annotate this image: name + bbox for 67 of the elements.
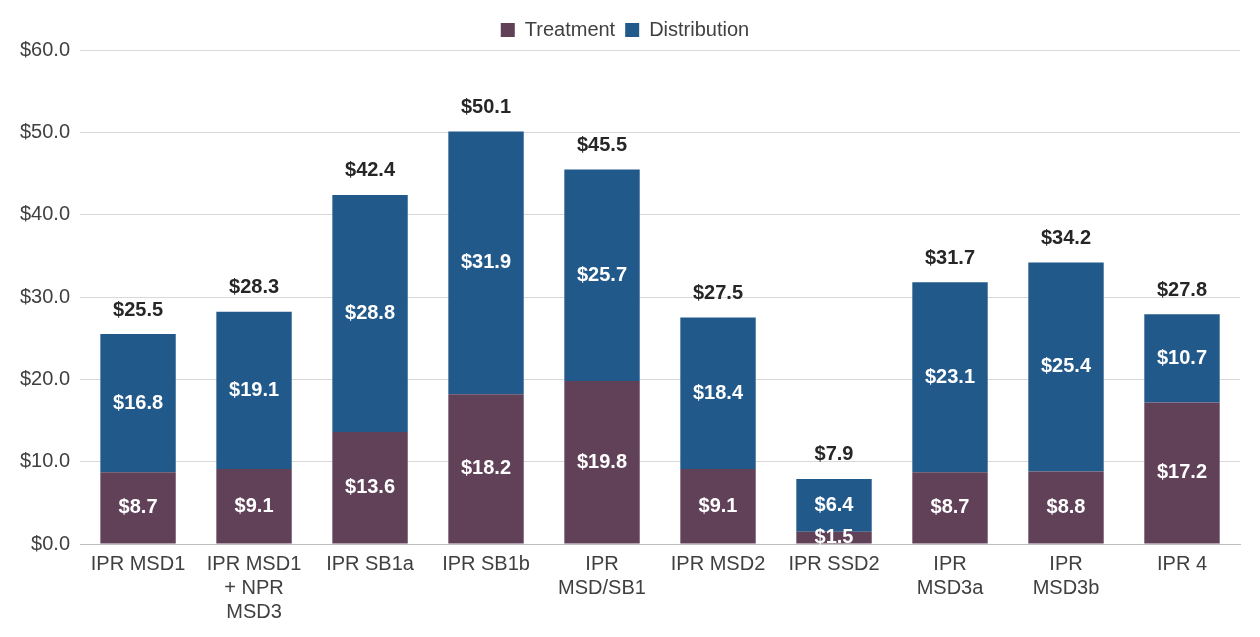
x-tick-label: IPR SSD2: [788, 551, 880, 574]
data-label: $8.8: [1046, 495, 1086, 518]
bar: [332, 194, 408, 433]
bar: [564, 169, 640, 381]
data-label: $17.2: [1156, 460, 1208, 483]
bar: [100, 472, 176, 544]
y-tick-label: $0.0: [31, 531, 71, 554]
data-label: $10.7: [1156, 345, 1208, 368]
bar: [680, 469, 756, 544]
total-label: $28.3: [229, 275, 280, 298]
x-tick-label: IPR MSD2: [670, 551, 766, 574]
data-label: $18.4: [692, 380, 744, 403]
x-tick-label: IPR MSD3b: [1032, 551, 1100, 598]
total-label: $27.5: [692, 281, 744, 304]
legend-label: Distribution: [649, 17, 750, 40]
total-label: $27.8: [1156, 277, 1208, 300]
bar: [1144, 314, 1220, 403]
x-tick-label: IPR SB1b: [442, 551, 530, 574]
data-label: $8.7: [930, 495, 970, 518]
bar: [216, 469, 292, 544]
total-label: $45.5: [577, 132, 628, 155]
total-label: $7.9: [814, 442, 854, 465]
y-tick-label: $10.0: [19, 449, 71, 472]
bar: [448, 394, 524, 544]
data-label: $25.7: [577, 262, 628, 285]
bar: [912, 472, 988, 544]
x-tick-label: IPR SB1a: [326, 551, 415, 574]
total-label: $34.2: [1040, 225, 1092, 248]
x-tick-label: IPR 4: [1156, 551, 1208, 574]
data-label: $23.1: [924, 364, 976, 387]
data-label: $1.5: [814, 525, 854, 548]
y-tick-label: $50.0: [19, 119, 71, 142]
data-label: $13.6: [345, 475, 396, 498]
x-tick-label: IPR MSD3a: [916, 551, 985, 598]
bar: [1144, 402, 1220, 544]
bar: [1028, 262, 1104, 472]
data-label: $28.8: [345, 300, 396, 323]
total-label: $42.4: [345, 158, 396, 181]
data-label: $31.9: [461, 250, 512, 273]
data-label: $6.4: [814, 492, 855, 515]
data-label: $16.8: [113, 390, 164, 413]
y-tick-label: $20.0: [19, 366, 71, 389]
bar: [448, 131, 524, 395]
total-label: $25.5: [113, 297, 164, 320]
bar: [912, 282, 988, 473]
data-label: $19.8: [577, 449, 628, 472]
x-tick-label: IPR MSD/SB1: [558, 551, 646, 598]
data-label: $9.1: [234, 493, 274, 516]
bar: [216, 311, 292, 470]
bar: [564, 380, 640, 544]
bar: [1028, 471, 1104, 544]
total-label: $31.7: [924, 245, 976, 268]
y-tick-label: $60.0: [19, 37, 71, 60]
data-label: $25.4: [1040, 354, 1092, 377]
y-tick-label: $30.0: [19, 284, 71, 307]
data-label: $9.1: [698, 493, 738, 516]
bar: [680, 317, 756, 470]
data-label: $8.7: [118, 495, 158, 518]
x-tick-label: IPR MSD1 + NPR MSD3: [206, 551, 302, 622]
data-label: $19.1: [229, 377, 280, 400]
legend-label: Treatment: [524, 17, 616, 40]
bar: [100, 334, 176, 473]
y-tick-label: $40.0: [19, 202, 71, 225]
x-tick-label: IPR MSD1: [90, 551, 186, 574]
data-label: $18.2: [461, 456, 512, 479]
total-label: $50.1: [461, 95, 512, 118]
bar: [332, 432, 408, 544]
